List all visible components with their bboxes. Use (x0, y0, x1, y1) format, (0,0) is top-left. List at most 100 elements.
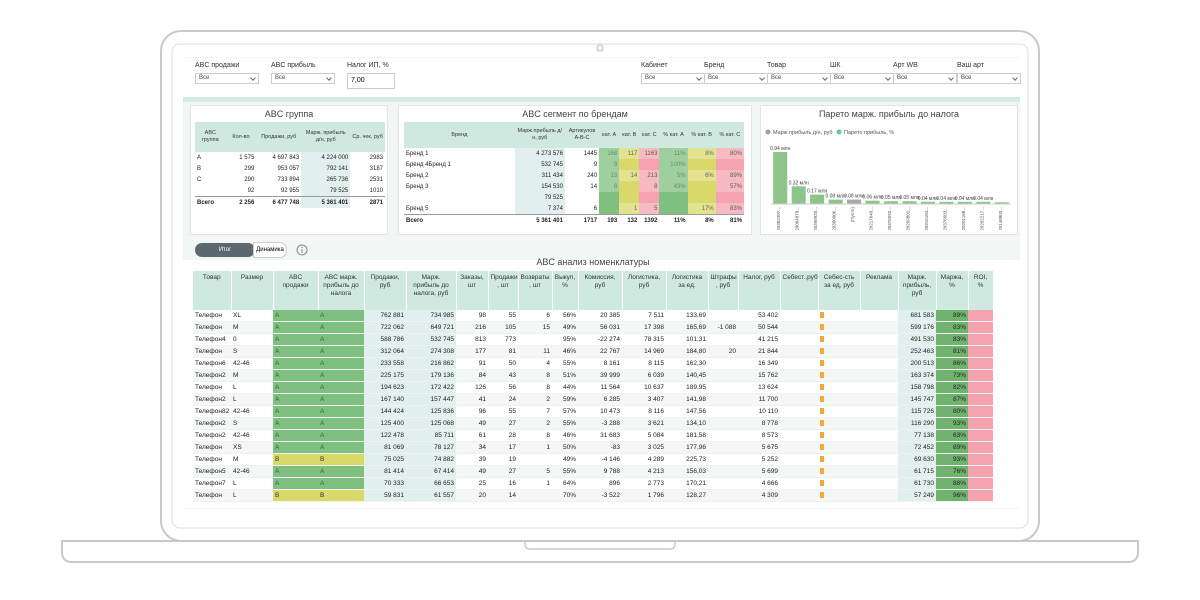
column-header[interactable]: Логистика, руб (622, 271, 667, 310)
column-header[interactable]: Товар (193, 271, 232, 310)
column-header[interactable]: кат. B (619, 122, 640, 148)
filter-dropdown[interactable]: Все (195, 73, 259, 84)
column-header[interactable]: Заказы, шт (456, 271, 489, 310)
table-cell: 1 (619, 203, 640, 215)
column-header[interactable]: Штрафы , руб (708, 271, 739, 310)
table-row: Телефон XS A A 81 069 78 127 34 17 1 50% -83 3 025 1… (193, 441, 993, 454)
table-cell: 83% (936, 333, 968, 346)
column-header[interactable]: Ср. чек, руб (350, 122, 385, 152)
column-header[interactable]: Себес-сть за ед, руб (818, 271, 861, 310)
table-row: C 290 733 894 265 736 2531 (195, 174, 385, 185)
tab[interactable]: Динамика (253, 242, 287, 258)
column-header[interactable]: Налог, руб (738, 271, 781, 310)
column-header[interactable]: Марж. прибыль до налога, руб (406, 271, 457, 310)
table-row: Телефон L B B 59 831 61 557 20 14 70% -3 522 1 796… (193, 489, 993, 502)
filter-dropdown[interactable]: 7,00 (347, 73, 395, 89)
column-header[interactable]: Логистика за ед. (666, 271, 709, 310)
table-cell: 225 175 (364, 369, 406, 382)
column-header[interactable]: Продажи , шт (488, 271, 519, 310)
column-header[interactable]: Выкуп, % (552, 271, 579, 310)
table-cell: 896 (578, 477, 622, 490)
x-tick-label: 20217649... (869, 207, 874, 230)
table-cell: 39 (456, 453, 488, 466)
column-header[interactable]: Марж. прибыль, руб (898, 271, 937, 310)
filter-dropdown[interactable]: Все (271, 73, 335, 84)
table-cell: A (273, 333, 318, 346)
table-cell: 42-46 (231, 405, 273, 418)
table-cell: 28 (488, 429, 518, 442)
table-cell (708, 477, 738, 490)
column-header[interactable]: Продажи, руб (256, 122, 302, 152)
x-tick-label: 20315184... (924, 207, 929, 230)
table-cell (518, 453, 552, 466)
table-cell: 88% (936, 477, 968, 490)
filter-dropdown[interactable]: Все (830, 73, 894, 84)
table-cell: 177,96 (666, 441, 708, 454)
data-label: 0.04 млн (973, 196, 993, 202)
filter-dropdown[interactable]: Все (704, 73, 768, 84)
filter-label: Товар (767, 62, 787, 69)
column-header[interactable]: Продажи, руб (364, 271, 407, 310)
column-header[interactable]: Артикулов A-B-C (564, 122, 600, 148)
column-header[interactable]: Себест.,руб (780, 271, 819, 310)
column-header[interactable]: ROI, % (968, 271, 994, 310)
table-cell (860, 441, 898, 454)
table-cell: A (318, 369, 364, 382)
table-cell: 81 414 (364, 465, 406, 478)
column-header[interactable]: Кол-во (225, 122, 257, 152)
table-cell: 96% (936, 489, 968, 502)
bar (828, 199, 843, 204)
table-cell: 0 (231, 333, 273, 346)
table-cell: 9 (599, 159, 620, 170)
column-header[interactable]: Бренд (404, 122, 515, 148)
filter-dropdown[interactable]: Все (957, 73, 1021, 84)
table-cell (860, 489, 898, 502)
table-cell (818, 405, 860, 418)
table-cell: 73% (936, 369, 968, 382)
column-header[interactable]: кат. A (599, 122, 620, 148)
column-header[interactable]: Реклама (860, 271, 899, 310)
info-icon[interactable] (295, 243, 309, 257)
table-cell (659, 203, 688, 215)
column-header[interactable]: % кат. B (687, 122, 716, 148)
table-cell (715, 192, 744, 203)
data-label: 0.08 млн (825, 194, 845, 200)
pareto-chart: Марж.прибыль д/н, руб Парето прибыль, % 0.… (765, 129, 1011, 231)
table-cell: 1010 (369, 187, 383, 194)
table-cell (708, 405, 738, 418)
filter-dropdown[interactable]: Все (767, 73, 831, 84)
table-cell (968, 417, 993, 430)
column-header[interactable]: Маржа, % (936, 271, 969, 310)
column-header[interactable]: % кат. C (715, 122, 744, 148)
header-row: Товар Размер ABC продажи ABC марж. прибыль … (193, 271, 994, 310)
table-title: ABC анализ номенклатуры (536, 257, 650, 267)
table-cell: 2 773 (622, 477, 666, 490)
filter-dropdown[interactable]: Все (893, 73, 957, 84)
table-cell: 4 666 (738, 477, 780, 490)
column-header[interactable]: Комиссия, руб (578, 271, 623, 310)
table-cell: A (273, 310, 318, 322)
column-header[interactable]: Размер (231, 271, 274, 310)
filter-dropdown[interactable]: Все (641, 73, 705, 84)
column-header[interactable]: ABC марж. прибыль до налога (318, 271, 365, 310)
column-header[interactable]: ABC группа (195, 122, 226, 152)
table-cell: 157 447 (406, 393, 456, 406)
table-cell (968, 310, 993, 322)
table-cell: 14 (590, 183, 598, 190)
column-header[interactable]: Марж. прибыль д/н, руб (301, 122, 351, 152)
column-header[interactable]: Возвраты , шт (518, 271, 553, 310)
table-cell: 59% (552, 393, 578, 406)
table-cell (818, 310, 860, 322)
data-label: 0.17 млн (807, 189, 827, 195)
table-cell: 252 463 (898, 345, 936, 358)
table-cell: 41 (456, 393, 488, 406)
tab[interactable]: Итог (195, 243, 255, 257)
column-header[interactable]: кат. C (639, 122, 660, 148)
column-header[interactable]: Марж.прибыль д/н, руб (514, 122, 565, 148)
column-header[interactable]: % кат. A (659, 122, 688, 148)
table-cell (968, 321, 993, 334)
table-cell: 11 700 (738, 393, 780, 406)
column-header[interactable]: ABC продажи (273, 271, 319, 310)
